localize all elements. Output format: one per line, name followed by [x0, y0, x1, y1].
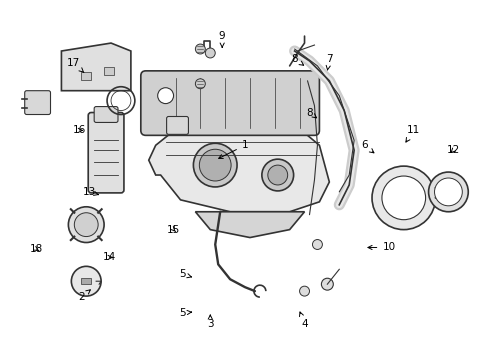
FancyBboxPatch shape — [94, 107, 118, 122]
Text: 8: 8 — [306, 108, 317, 118]
Circle shape — [382, 176, 426, 220]
Text: 4: 4 — [299, 312, 308, 329]
Circle shape — [74, 213, 98, 237]
Text: 1: 1 — [219, 140, 248, 158]
Text: 3: 3 — [207, 315, 214, 329]
Circle shape — [196, 79, 205, 89]
Circle shape — [372, 166, 436, 230]
Polygon shape — [196, 212, 305, 238]
Text: 14: 14 — [102, 252, 116, 262]
Polygon shape — [61, 43, 131, 91]
Text: 11: 11 — [406, 125, 420, 142]
Text: 18: 18 — [30, 244, 43, 255]
Text: 7: 7 — [326, 54, 333, 70]
Circle shape — [69, 207, 104, 243]
Text: 17: 17 — [67, 58, 84, 73]
Circle shape — [205, 48, 215, 58]
Circle shape — [72, 266, 101, 296]
Circle shape — [299, 286, 310, 296]
Text: 13: 13 — [83, 187, 98, 197]
Circle shape — [435, 178, 462, 206]
Text: 2: 2 — [78, 290, 90, 302]
Polygon shape — [149, 113, 329, 212]
Bar — [104, 67, 114, 75]
FancyBboxPatch shape — [141, 71, 319, 135]
FancyBboxPatch shape — [24, 91, 50, 114]
Circle shape — [158, 88, 173, 104]
Circle shape — [194, 143, 237, 187]
Text: 5: 5 — [179, 308, 192, 318]
Text: 16: 16 — [73, 125, 86, 135]
Text: 12: 12 — [447, 145, 460, 155]
Text: 15: 15 — [167, 225, 180, 235]
Bar — [81, 72, 91, 80]
Text: 9: 9 — [219, 31, 225, 47]
Text: 8: 8 — [291, 54, 304, 65]
Circle shape — [196, 44, 205, 54]
Text: 6: 6 — [361, 140, 374, 153]
Circle shape — [313, 239, 322, 249]
Circle shape — [268, 165, 288, 185]
Circle shape — [199, 149, 231, 181]
Circle shape — [262, 159, 294, 191]
Circle shape — [429, 172, 468, 212]
Text: 10: 10 — [368, 243, 395, 252]
Circle shape — [321, 278, 333, 290]
Text: 5: 5 — [179, 269, 192, 279]
FancyBboxPatch shape — [167, 117, 189, 134]
Polygon shape — [81, 278, 91, 284]
FancyBboxPatch shape — [88, 113, 124, 193]
